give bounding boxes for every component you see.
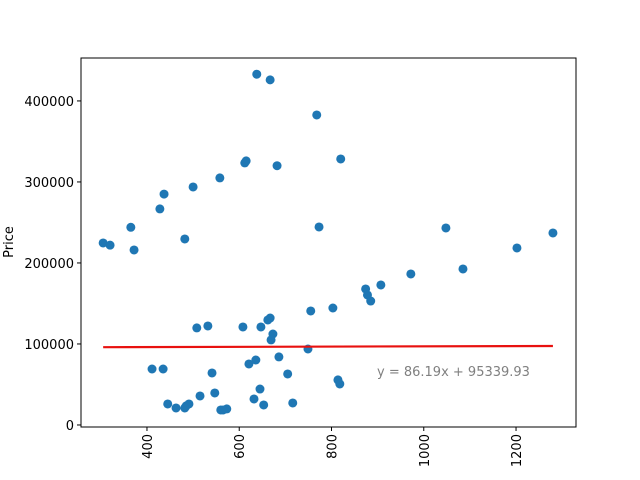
point [218, 405, 228, 415]
y-tick-label: 200000 [24, 257, 74, 272]
point [265, 75, 275, 85]
annotation: y = 86.19x + 95339.93 [377, 365, 530, 380]
point [336, 154, 346, 164]
point [241, 156, 251, 166]
point [288, 398, 298, 408]
point [159, 189, 169, 199]
point [147, 364, 157, 374]
point [366, 296, 376, 306]
y-tick-label: 0 [66, 419, 74, 434]
x-tick-label: 1200 [510, 434, 525, 467]
point [129, 245, 139, 255]
x-tick-label: 800 [325, 434, 340, 459]
point [126, 222, 136, 232]
point [441, 223, 451, 233]
axes-frame [80, 57, 577, 428]
point [98, 238, 108, 248]
point [163, 399, 173, 409]
x-tick-label: 1000 [418, 434, 433, 467]
point [259, 400, 269, 410]
point [266, 335, 276, 345]
point [512, 243, 522, 253]
point [192, 323, 202, 333]
point [105, 240, 115, 250]
point [263, 315, 273, 325]
point [188, 182, 198, 192]
point [155, 204, 165, 214]
point [210, 388, 220, 398]
y-tick-label: 100000 [24, 338, 74, 353]
point [180, 403, 190, 413]
point [238, 322, 248, 332]
fit-line [103, 344, 553, 349]
point [180, 234, 190, 244]
point [249, 394, 259, 404]
point [314, 222, 324, 232]
point [203, 321, 213, 331]
y-tick-label: 300000 [24, 176, 74, 191]
point [215, 173, 225, 183]
point [458, 264, 468, 274]
point [272, 161, 282, 171]
point [283, 369, 293, 379]
point [195, 391, 205, 401]
y-axis-label: Price [2, 226, 17, 258]
point [256, 322, 266, 332]
point [312, 110, 322, 120]
point [251, 355, 261, 365]
x-tick-label: 600 [233, 434, 248, 459]
point [328, 303, 338, 313]
point [274, 352, 284, 362]
point [306, 306, 316, 316]
point [376, 280, 386, 290]
y-tick-label: 400000 [24, 95, 74, 110]
point [207, 368, 217, 378]
x-tick-label: 400 [141, 434, 156, 459]
point [335, 379, 345, 389]
point [255, 384, 265, 394]
point [158, 364, 168, 374]
point [548, 228, 558, 238]
point [252, 69, 262, 79]
point [406, 269, 416, 279]
point [244, 359, 254, 369]
point [171, 403, 181, 413]
